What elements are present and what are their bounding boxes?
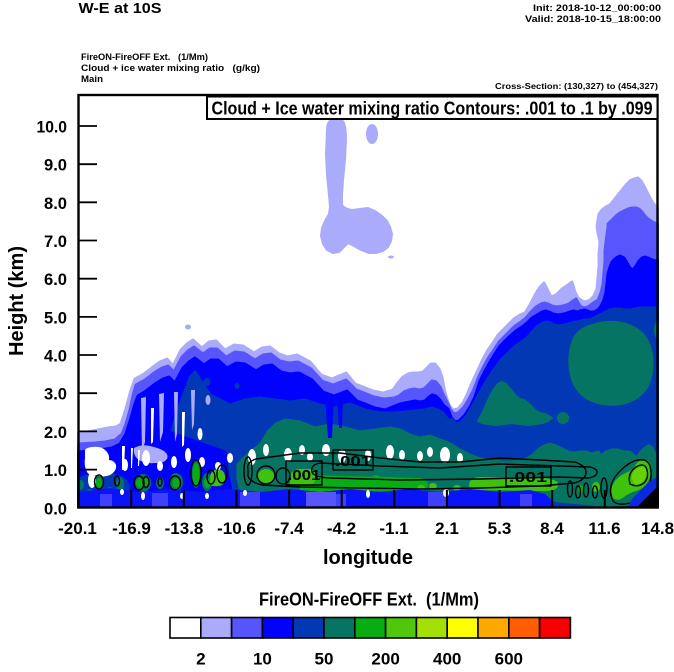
svg-text:1.0: 1.0: [44, 461, 67, 480]
svg-text:-13.8: -13.8: [165, 519, 204, 538]
svg-text:7.0: 7.0: [44, 232, 67, 251]
svg-text:Main: Main: [81, 74, 103, 85]
svg-text:3.0: 3.0: [44, 385, 67, 404]
svg-text:4.0: 4.0: [44, 347, 67, 366]
svg-text:2: 2: [196, 650, 205, 668]
svg-text:FireON-FireOFF Ext. (1/Mm): FireON-FireOFF Ext. (1/Mm): [259, 590, 479, 610]
svg-text:10.0: 10.0: [37, 118, 68, 137]
svg-text:5.0: 5.0: [44, 308, 67, 327]
svg-text:-7.4: -7.4: [274, 519, 304, 538]
svg-text:8.0: 8.0: [44, 194, 67, 213]
svg-text:FireON-FireOFF Ext. (1/Mm): FireON-FireOFF Ext. (1/Mm): [81, 52, 208, 63]
svg-text:-1.1: -1.1: [379, 519, 408, 538]
svg-text:.001: .001: [288, 467, 321, 484]
svg-text:.001: .001: [509, 469, 547, 486]
svg-text:Height (km): Height (km): [6, 246, 28, 356]
svg-text:Cloud + Ice water mixing ratio: Cloud + Ice water mixing ratio Contours:…: [212, 99, 653, 119]
svg-text:8.4: 8.4: [540, 519, 564, 538]
svg-text:2.0: 2.0: [44, 423, 67, 442]
svg-text:6.0: 6.0: [44, 270, 67, 289]
svg-text:longitude: longitude: [323, 547, 413, 569]
svg-text:Cross-Section: (130,327) to (4: Cross-Section: (130,327) to (454,327): [495, 81, 658, 91]
svg-text:W-E at 10S: W-E at 10S: [79, 0, 162, 17]
svg-text:200: 200: [371, 650, 399, 668]
svg-text:400: 400: [433, 650, 461, 668]
svg-text:2.1: 2.1: [435, 519, 459, 538]
svg-text:11.6: 11.6: [588, 519, 620, 538]
svg-text:0.0: 0.0: [44, 499, 67, 518]
svg-text:5.3: 5.3: [488, 519, 512, 538]
svg-text:.001: .001: [335, 453, 371, 470]
svg-text:9.0: 9.0: [44, 156, 67, 175]
svg-text:50: 50: [315, 650, 334, 668]
svg-text:-10.6: -10.6: [217, 519, 256, 538]
svg-text:-20.1: -20.1: [58, 519, 97, 538]
svg-text:Valid: 2018-10-15_18:00:00: Valid: 2018-10-15_18:00:00: [525, 14, 661, 25]
svg-text:600: 600: [495, 650, 523, 668]
svg-text:-16.9: -16.9: [112, 519, 151, 538]
svg-text:Cloud + ice water mixing ratio: Cloud + ice water mixing ratio (g/kg): [81, 63, 260, 74]
svg-text:10: 10: [253, 650, 272, 668]
svg-text:14.8: 14.8: [641, 519, 674, 538]
svg-text:Init: 2018-10-12_00:00:00: Init: 2018-10-12_00:00:00: [533, 3, 661, 14]
svg-text:-4.2: -4.2: [327, 519, 356, 538]
